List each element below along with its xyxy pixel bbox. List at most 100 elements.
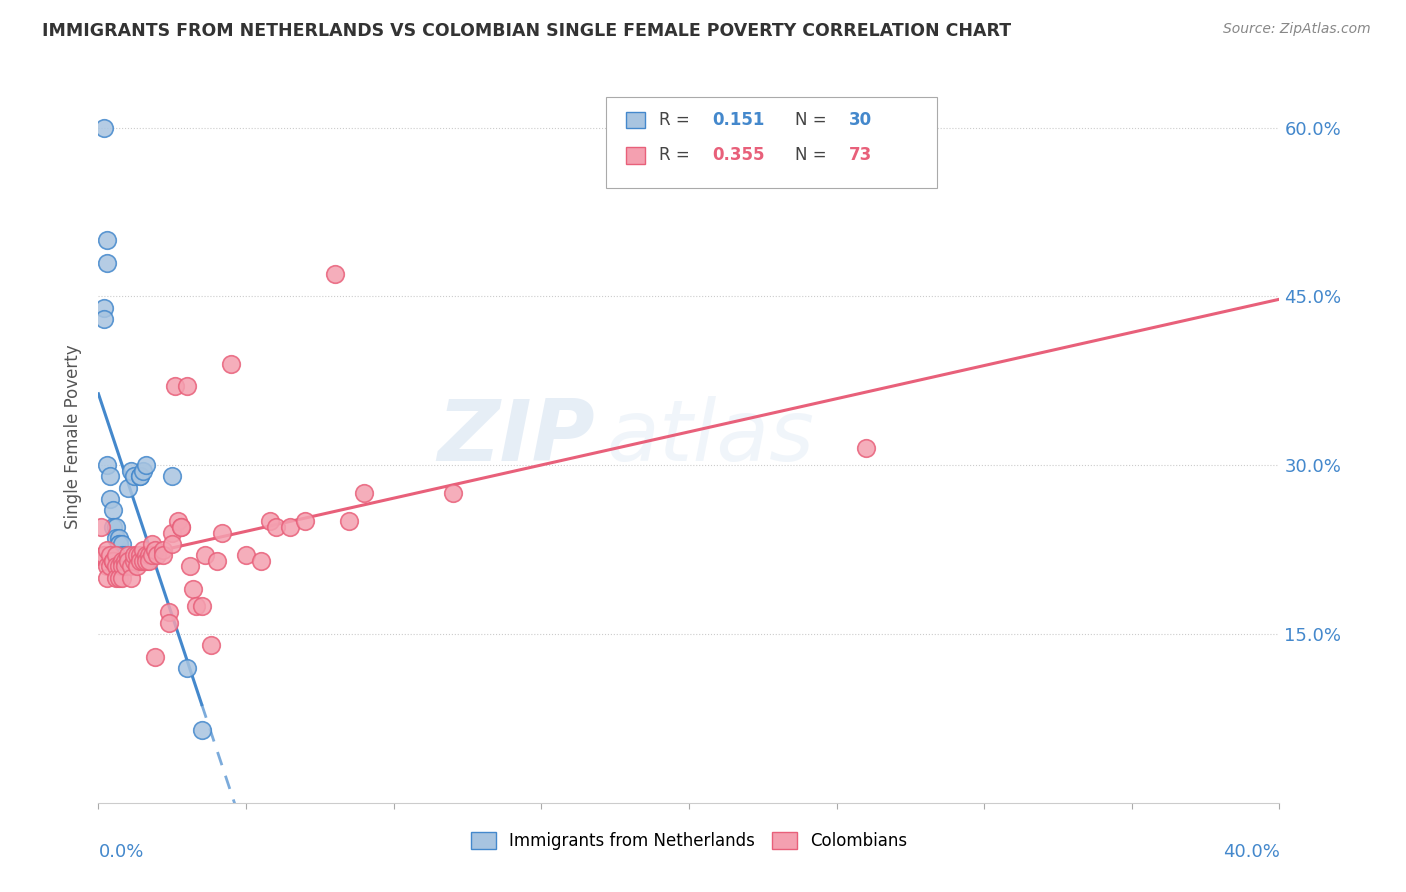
Point xyxy=(111,548,134,562)
Point xyxy=(170,520,193,534)
Point xyxy=(93,120,115,135)
Point xyxy=(181,582,204,596)
Point xyxy=(122,548,145,562)
Text: N =: N = xyxy=(796,146,832,164)
Text: atlas: atlas xyxy=(606,395,814,479)
Point xyxy=(128,469,150,483)
Point xyxy=(120,571,142,585)
Text: 0.151: 0.151 xyxy=(713,112,765,129)
Point xyxy=(96,233,118,247)
Point xyxy=(117,554,139,568)
Point xyxy=(96,542,118,557)
Point xyxy=(125,548,148,562)
Point xyxy=(128,469,150,483)
Point xyxy=(135,554,157,568)
Point xyxy=(128,548,150,562)
Point xyxy=(165,379,187,393)
Point xyxy=(278,520,302,534)
Point xyxy=(179,559,201,574)
Point xyxy=(117,481,139,495)
Text: R =: R = xyxy=(659,146,696,164)
Point xyxy=(135,548,157,562)
Point xyxy=(117,548,139,562)
Point xyxy=(138,548,160,562)
Text: 40.0%: 40.0% xyxy=(1223,843,1279,861)
Point xyxy=(855,442,877,456)
Point xyxy=(105,520,128,534)
Point xyxy=(114,559,136,574)
Point xyxy=(294,515,316,529)
Point xyxy=(205,554,228,568)
Point xyxy=(108,532,131,546)
Point xyxy=(143,542,166,557)
Point xyxy=(93,312,115,326)
Point xyxy=(135,458,157,473)
FancyBboxPatch shape xyxy=(626,147,644,163)
Point xyxy=(114,554,136,568)
Point xyxy=(111,554,134,568)
Point xyxy=(111,571,134,585)
FancyBboxPatch shape xyxy=(626,112,644,128)
Point xyxy=(138,554,160,568)
Point xyxy=(167,515,190,529)
Point xyxy=(200,638,222,652)
Point xyxy=(98,559,121,574)
Point xyxy=(122,469,145,483)
Text: 0.0%: 0.0% xyxy=(98,843,143,861)
Point xyxy=(120,464,142,478)
Point xyxy=(152,548,174,562)
Point xyxy=(90,520,112,534)
Point xyxy=(211,525,233,540)
Point xyxy=(170,520,193,534)
Point xyxy=(141,548,163,562)
Point xyxy=(191,599,214,613)
Text: N =: N = xyxy=(796,112,832,129)
Point xyxy=(114,559,136,574)
Point xyxy=(111,537,134,551)
Point xyxy=(152,542,174,557)
Point xyxy=(176,379,198,393)
Text: 0.355: 0.355 xyxy=(713,146,765,164)
Point xyxy=(108,537,131,551)
Point xyxy=(132,542,155,557)
Point xyxy=(103,554,125,568)
Point xyxy=(353,486,375,500)
Point xyxy=(111,559,134,574)
Text: Source: ZipAtlas.com: Source: ZipAtlas.com xyxy=(1223,22,1371,37)
Text: 73: 73 xyxy=(848,146,872,164)
Legend: Immigrants from Netherlands, Colombians: Immigrants from Netherlands, Colombians xyxy=(464,825,914,856)
Point xyxy=(259,515,281,529)
Point xyxy=(441,486,464,500)
Point xyxy=(235,548,257,562)
Point xyxy=(103,503,125,517)
Point xyxy=(105,571,128,585)
Point xyxy=(96,255,118,269)
Point xyxy=(98,491,121,506)
Point xyxy=(162,525,183,540)
Point xyxy=(105,548,128,562)
Point xyxy=(162,469,183,483)
Point xyxy=(103,554,125,568)
Text: ZIP: ZIP xyxy=(437,395,595,479)
Point xyxy=(114,548,136,562)
Y-axis label: Single Female Poverty: Single Female Poverty xyxy=(65,345,83,529)
Point xyxy=(93,301,115,315)
Point xyxy=(125,559,148,574)
Point xyxy=(128,554,150,568)
Point xyxy=(108,537,131,551)
Point xyxy=(120,559,142,574)
FancyBboxPatch shape xyxy=(606,97,936,188)
Point xyxy=(132,554,155,568)
Point xyxy=(108,571,131,585)
Point xyxy=(122,554,145,568)
Point xyxy=(132,464,155,478)
Point xyxy=(103,520,125,534)
Point xyxy=(157,605,180,619)
Point xyxy=(184,599,207,613)
Point xyxy=(323,267,346,281)
Point xyxy=(103,554,125,568)
Point xyxy=(162,537,183,551)
Point xyxy=(96,559,118,574)
Point xyxy=(143,649,166,664)
Text: 30: 30 xyxy=(848,112,872,129)
